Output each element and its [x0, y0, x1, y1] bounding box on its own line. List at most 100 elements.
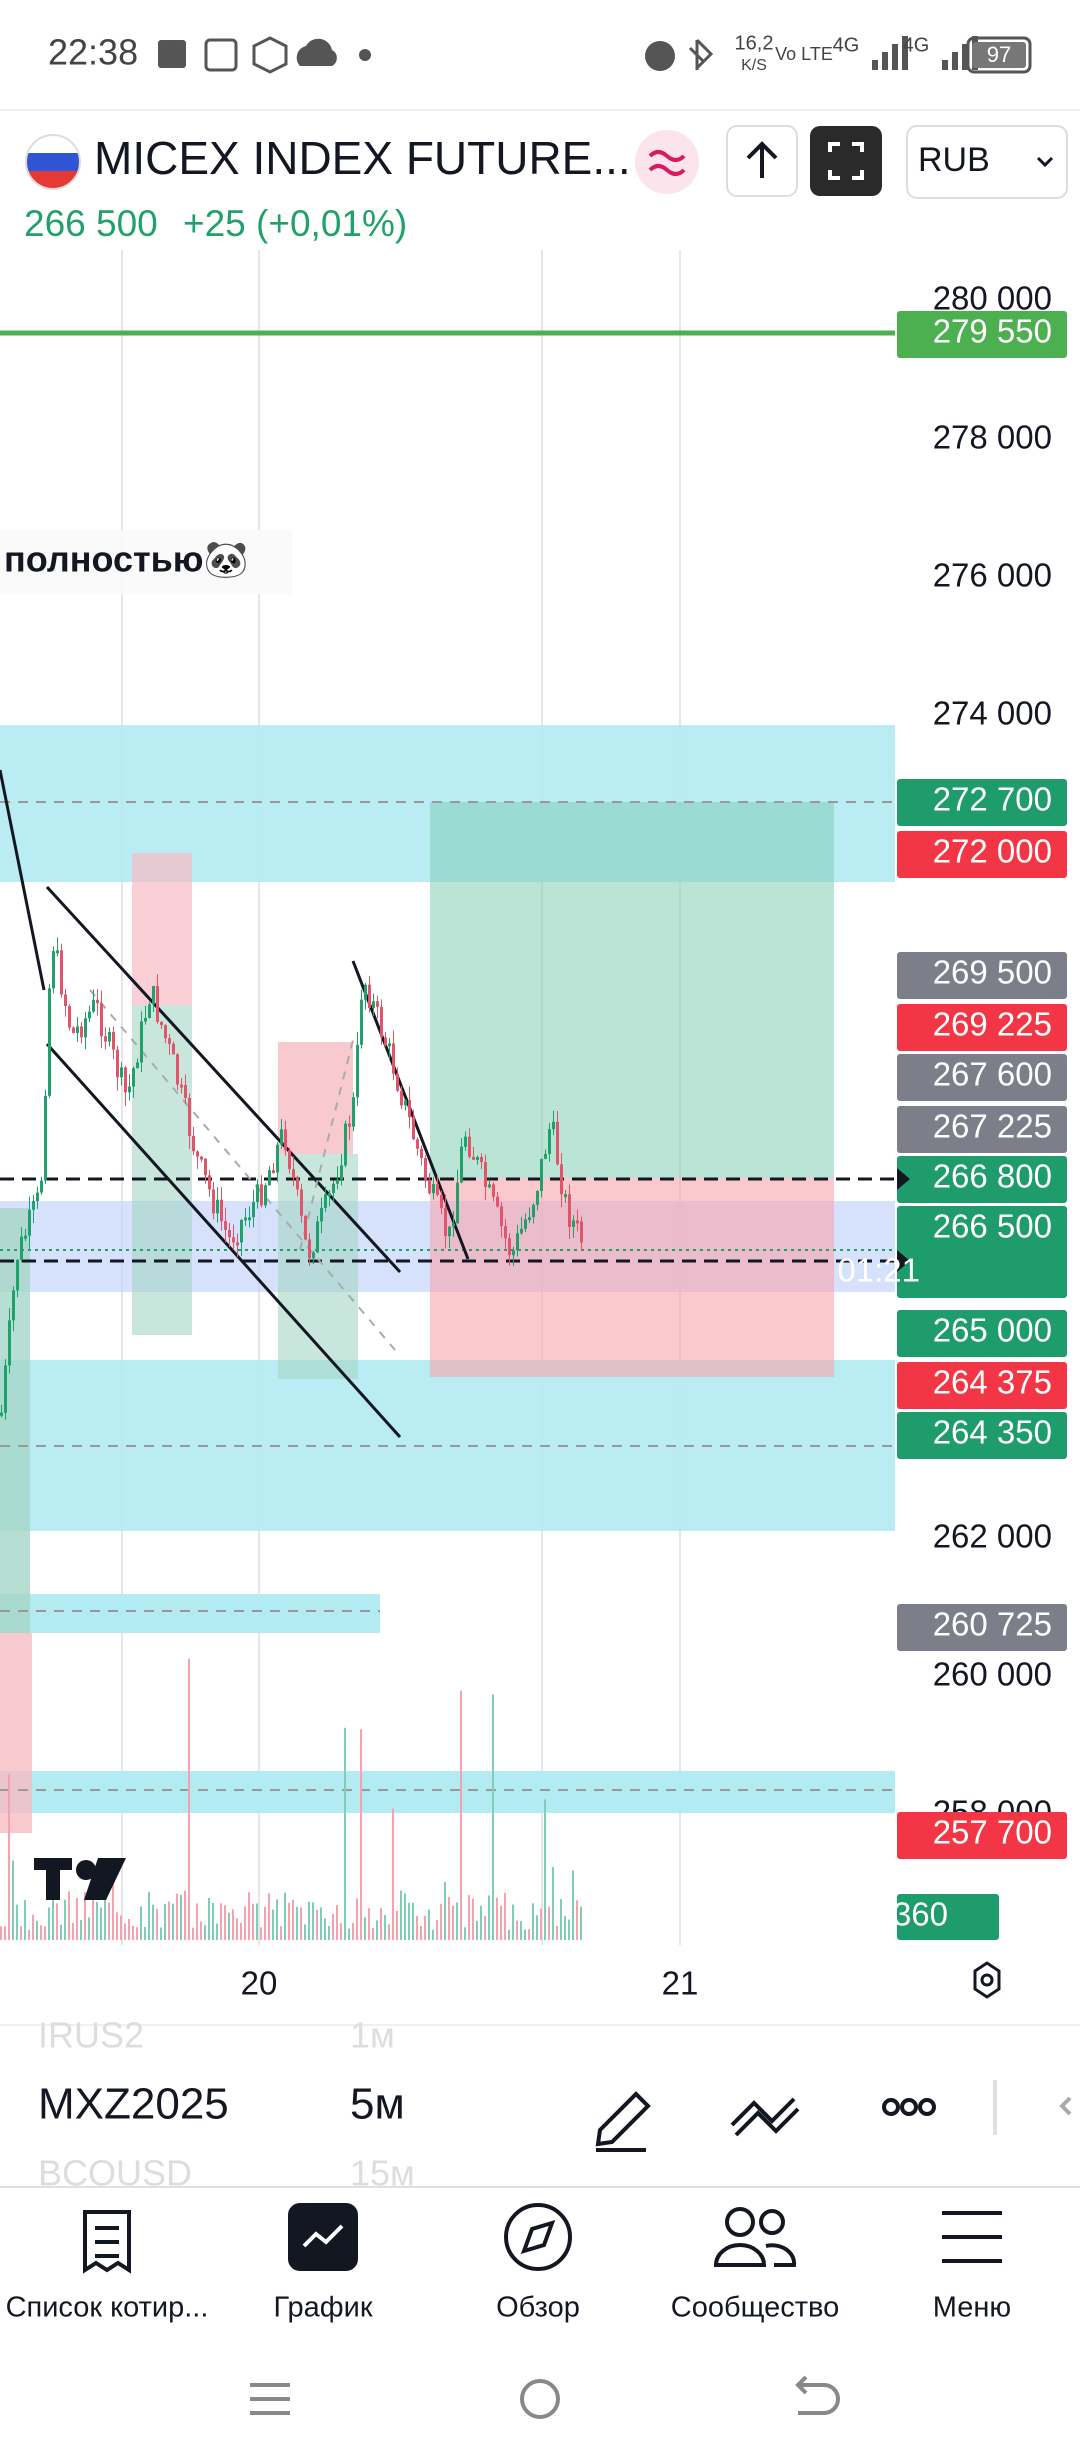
net-speed: 16,2	[735, 32, 774, 54]
volume-bar	[312, 1902, 314, 1940]
candle-body	[412, 1117, 415, 1140]
fullscreen-icon	[828, 142, 864, 180]
price-marker	[897, 1250, 910, 1272]
nav-item-label[interactable]: Обзор	[496, 2292, 580, 2324]
candle-body	[136, 1062, 139, 1069]
candle-body	[376, 1001, 379, 1007]
volume-bar	[72, 1922, 74, 1940]
symbol-title[interactable]: MICEX INDEX FUTURE...	[94, 132, 631, 184]
candle-body	[88, 1011, 91, 1019]
candle-body	[284, 1129, 287, 1151]
candle-body	[476, 1157, 479, 1161]
volume-bar	[80, 1920, 82, 1940]
fullscreen-button[interactable]	[810, 126, 882, 196]
candle-body	[264, 1185, 267, 1206]
volume-bar	[16, 1904, 18, 1940]
volume-bar	[432, 1929, 434, 1940]
nav-item-label[interactable]: Сообщество	[671, 2292, 839, 2324]
nav-item-label[interactable]: Список котир...	[6, 2292, 209, 2324]
volume-bar	[440, 1903, 442, 1940]
volume-bar	[452, 1905, 454, 1940]
price-tag-label: 279 550	[933, 313, 1052, 350]
volume-bar	[360, 1729, 362, 1940]
volume-bar	[468, 1895, 470, 1940]
interval-selected[interactable]: 5м	[350, 2080, 405, 2129]
volume-bar	[48, 1907, 50, 1940]
volume-bar	[136, 1927, 138, 1940]
candle-body	[64, 994, 67, 1007]
volume-bar	[284, 1892, 286, 1940]
candle-body	[208, 1175, 211, 1190]
candle-body	[32, 1201, 35, 1210]
volume-bar	[112, 1869, 114, 1940]
price-tag	[897, 1310, 1067, 1357]
price-marker	[897, 1168, 910, 1190]
volume-bar	[520, 1921, 522, 1940]
candle-body	[492, 1184, 495, 1197]
candle-body	[484, 1162, 487, 1187]
volume-bar	[232, 1909, 234, 1940]
price-change: +25 (+0,01%)	[183, 203, 407, 244]
candle-body	[472, 1156, 475, 1160]
candle-body	[488, 1184, 491, 1188]
symbol-selected[interactable]: MXZ2025	[38, 2080, 229, 2129]
volume-bar	[236, 1918, 238, 1940]
nav-item-label[interactable]: График	[273, 2292, 372, 2324]
volume-bar	[364, 1917, 366, 1940]
candle-body	[348, 1123, 351, 1127]
volume-bar	[376, 1920, 378, 1940]
candle-body	[456, 1182, 459, 1224]
candle-body	[268, 1170, 271, 1186]
flag-icon	[25, 134, 81, 190]
volume-bar	[296, 1906, 298, 1940]
volume-bar	[580, 1906, 582, 1940]
volume-bar	[480, 1905, 482, 1940]
volume-bar	[488, 1895, 490, 1940]
nav-item-label[interactable]: Меню	[933, 2292, 1011, 2324]
volume-tag-label: 360	[893, 1896, 948, 1933]
toolbar-icons[interactable]	[595, 2080, 1072, 2152]
volume-bar	[160, 1927, 162, 1940]
status-icons	[158, 36, 1032, 74]
volume-bar	[196, 1903, 198, 1940]
system-nav[interactable]	[250, 2375, 840, 2419]
volume-bar	[572, 1870, 574, 1940]
x-tick-label: 21	[662, 1965, 699, 2002]
settings-button[interactable]	[973, 1961, 1001, 1999]
candle-body	[40, 1180, 43, 1193]
candle-body	[56, 950, 59, 954]
volume-bar	[156, 1908, 158, 1940]
volume-bar	[124, 1923, 126, 1940]
compare-button[interactable]	[635, 130, 699, 194]
volume-bar	[536, 1915, 538, 1940]
candle-body	[512, 1250, 515, 1256]
volume-bar	[484, 1916, 486, 1940]
candle-body	[276, 1144, 279, 1173]
candle-body	[256, 1184, 259, 1203]
currency-select[interactable]	[906, 125, 1068, 199]
candle-body	[132, 1068, 135, 1087]
volume-bar	[152, 1904, 154, 1940]
fade	[0, 2158, 1080, 2188]
volume-bar	[556, 1925, 558, 1940]
price-tag-label: 266 800	[933, 1158, 1052, 1195]
countdown-label: 01:21	[837, 1252, 920, 1289]
volume-bar	[388, 1924, 390, 1940]
candle-body	[240, 1219, 243, 1243]
volume-bar	[456, 1902, 458, 1940]
price-tag	[897, 1412, 1067, 1459]
candle-body	[440, 1194, 443, 1209]
candle-body	[24, 1235, 27, 1239]
price-tag	[897, 952, 1067, 999]
volume-bar	[244, 1906, 246, 1940]
candle-body	[252, 1202, 255, 1218]
volume-bar	[108, 1902, 110, 1940]
volume-bar	[68, 1891, 70, 1940]
candle-body	[564, 1194, 567, 1198]
price-axis-label: 262 000	[933, 1518, 1052, 1555]
candle-body	[164, 1025, 167, 1039]
candle-body	[192, 1135, 195, 1152]
candle-body	[20, 1236, 23, 1260]
candle-body	[320, 1207, 323, 1222]
